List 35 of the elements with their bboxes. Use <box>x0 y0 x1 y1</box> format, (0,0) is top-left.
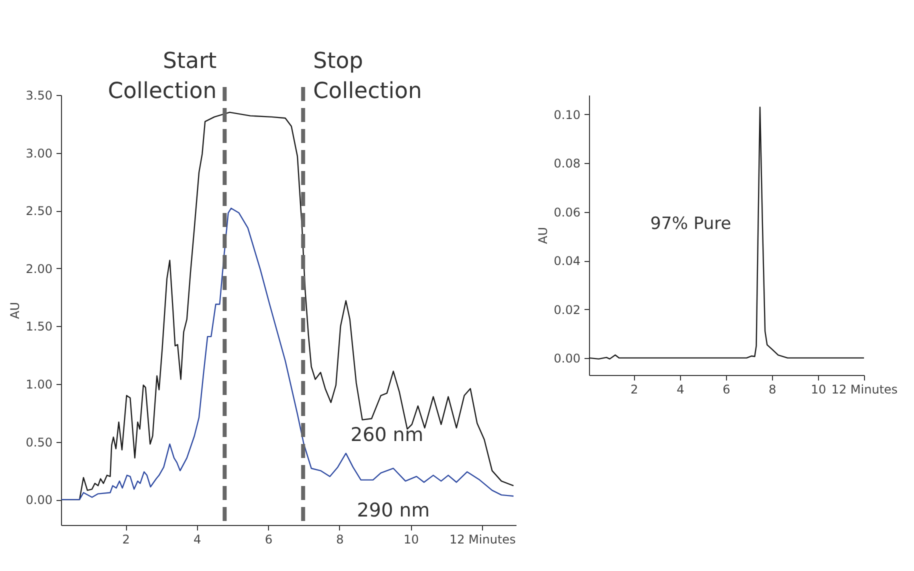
y-tick-label: 0.00 <box>554 351 580 366</box>
annotation: 97% Pure <box>650 214 732 234</box>
line-series <box>60 208 514 500</box>
x-tick-label: 4 <box>194 532 202 546</box>
x-tick-label: 6 <box>722 382 730 396</box>
line-series <box>588 106 865 360</box>
y-tick-label: 0.00 <box>26 493 52 508</box>
y-tick-label: 0.08 <box>554 156 580 171</box>
y-axis-title: AU <box>8 302 22 319</box>
y-tick-label: 3.50 <box>26 88 52 102</box>
y-tick-label: 0.10 <box>554 108 580 122</box>
x-tick-label: 12 Minutes <box>449 532 516 546</box>
x-tick-label: 2 <box>630 382 638 396</box>
y-tick-label: 2.00 <box>26 262 52 276</box>
x-tick-label: 12 Minutes <box>831 382 898 396</box>
y-tick-label: 1.50 <box>26 320 52 334</box>
y-tick-label: 3.00 <box>26 146 52 160</box>
y-tick-label: 1.00 <box>26 377 52 392</box>
x-tick-label: 6 <box>264 532 272 546</box>
x-tick-label: 8 <box>336 532 344 546</box>
y-tick-label: 2.50 <box>26 204 52 218</box>
x-tick-label: 2 <box>122 532 130 546</box>
x-tick-label: 10 <box>404 532 419 546</box>
y-tick-label: 0.06 <box>554 205 580 220</box>
x-tick-label: 10 <box>810 382 826 396</box>
series-label: 290 nm <box>356 499 430 522</box>
x-tick-label: 8 <box>768 382 776 396</box>
y-axis-title: AU <box>536 227 550 244</box>
series-label: 260 nm <box>350 424 424 446</box>
ref-line-label: Start Collection <box>108 49 218 104</box>
y-tick-label: 0.50 <box>26 435 52 450</box>
x-tick-label: 4 <box>676 382 684 396</box>
ref-line-label: Stop Collection <box>313 49 422 104</box>
y-tick-label: 0.02 <box>554 302 580 317</box>
y-tick-label: 0.04 <box>554 254 580 268</box>
